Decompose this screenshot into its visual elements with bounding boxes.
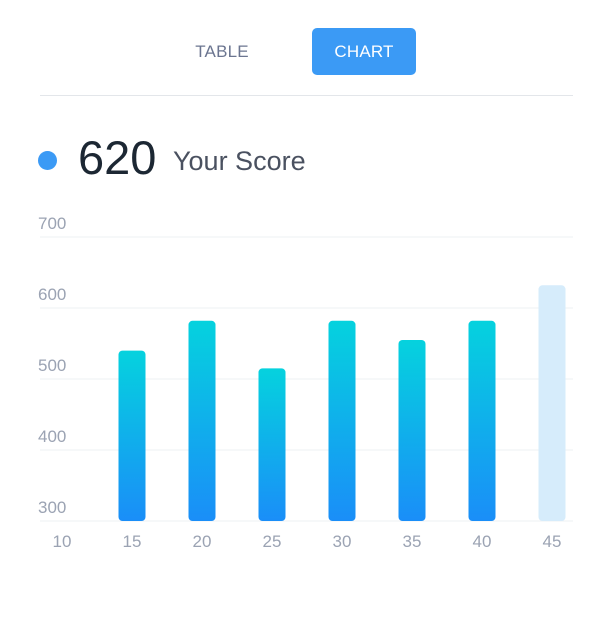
score-value: 620 [78,131,157,184]
bar-20 [188,320,216,521]
y-tick-label: 400 [38,427,66,446]
y-tick-label: 300 [38,498,66,517]
x-tick-label: 20 [193,532,212,551]
bars [118,285,566,521]
x-tick-label: 15 [123,532,142,551]
y-tick-label: 700 [38,214,66,233]
bar-chart: 300 400 500 600 700 10 15 20 25 30 35 40 45 [38,214,573,551]
divider [40,95,573,96]
bar-45 [538,285,566,521]
x-tick-label: 45 [543,532,562,551]
bar-35 [398,339,426,521]
bar-25 [258,368,286,521]
score-label: Your Score [173,146,306,176]
y-tick-label: 500 [38,356,66,375]
tab-chart[interactable]: CHART [312,28,416,75]
tab-table[interactable]: TABLE [170,28,274,75]
x-axis-ticks: 10 15 20 25 30 35 40 45 [53,532,562,551]
legend-dot-icon [38,151,57,170]
y-tick-label: 600 [38,285,66,304]
x-tick-label: 35 [403,532,422,551]
bar-40 [468,320,496,521]
view-toggle: TABLE CHART [0,28,613,76]
x-tick-label: 10 [53,532,72,551]
x-tick-label: 30 [333,532,352,551]
y-axis-ticks: 300 400 500 600 700 [38,214,66,517]
bar-30 [328,320,356,521]
x-tick-label: 40 [473,532,492,551]
bar-15 [118,350,146,521]
x-tick-label: 25 [263,532,282,551]
